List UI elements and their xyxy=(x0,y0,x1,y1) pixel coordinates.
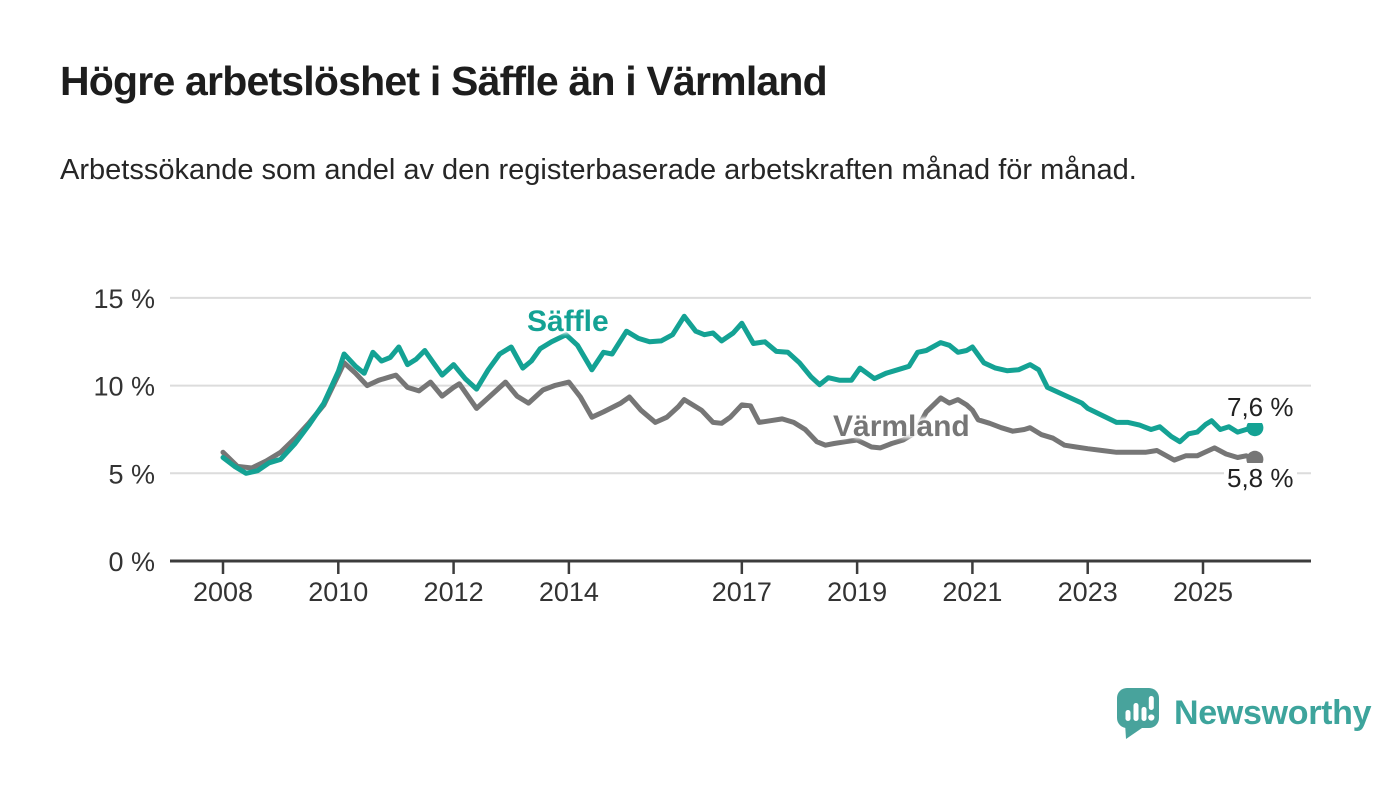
series-label-varmland: Värmland xyxy=(833,410,970,443)
end-value-label-varmland: 5,8 % xyxy=(1224,463,1297,494)
x-tick-label: 2023 xyxy=(1058,577,1118,607)
series-line-saffle xyxy=(220,313,1258,476)
x-tick-label: 2014 xyxy=(539,577,599,607)
y-tick-label: 0 % xyxy=(108,547,155,577)
newsworthy-icon xyxy=(1117,688,1159,739)
series-end-dot-saffle xyxy=(1246,419,1264,437)
x-tick-label: 2025 xyxy=(1173,577,1233,607)
x-tick-label: 2010 xyxy=(308,577,368,607)
chart-subtitle: Arbetssökande som andel av den registerb… xyxy=(60,154,1137,186)
y-tick-label: 10 % xyxy=(93,372,155,402)
x-tick-label: 2012 xyxy=(424,577,484,607)
y-tick-label: 5 % xyxy=(108,459,155,489)
series-line-varmland xyxy=(220,360,1258,471)
x-tick-label: 2017 xyxy=(712,577,772,607)
x-tick-label: 2021 xyxy=(942,577,1002,607)
logo-bars xyxy=(1125,696,1155,721)
series-label-saffle: Säffle xyxy=(527,305,609,338)
brand-name: Newsworthy xyxy=(1174,693,1372,732)
x-tick-label: 2019 xyxy=(827,577,887,607)
chart-title: Högre arbetslöshet i Säffle än i Värmlan… xyxy=(60,58,828,104)
y-tick-label: 15 % xyxy=(93,284,155,314)
newsworthy-logo: Newsworthy xyxy=(1115,686,1372,740)
x-tick-label: 2008 xyxy=(193,577,253,607)
end-value-label-saffle: 7,6 % xyxy=(1224,392,1297,423)
